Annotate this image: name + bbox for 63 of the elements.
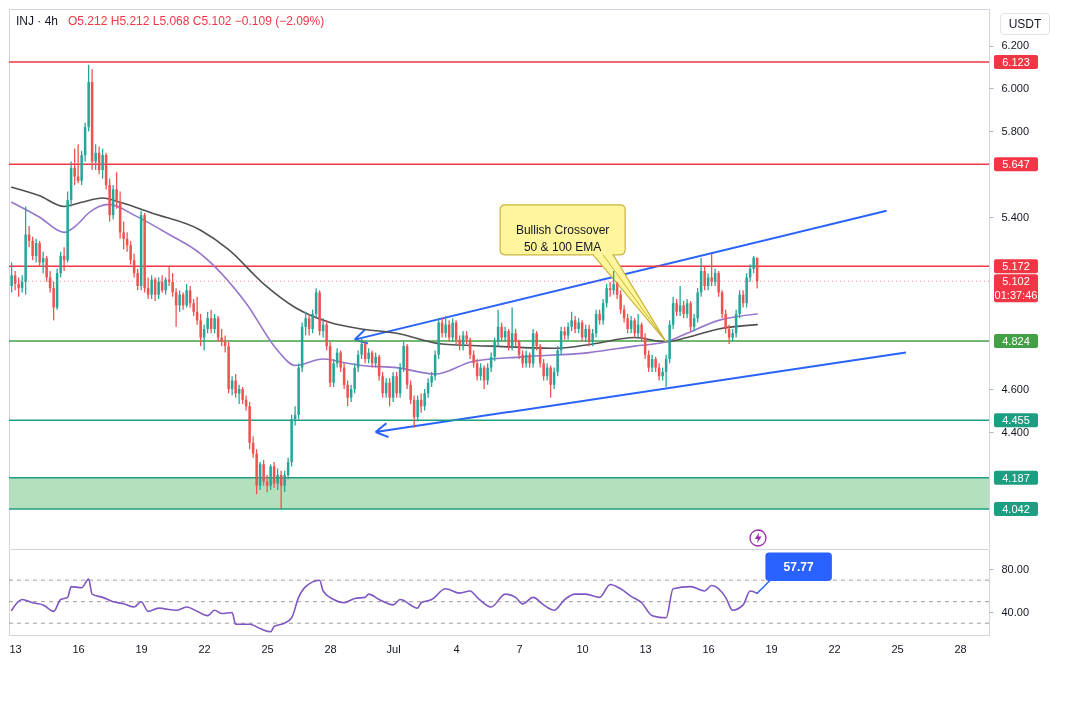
ref-line-label: 4.042 [1002,502,1030,515]
y-axis-title: USDT [1000,13,1050,35]
annotation: 57.77 [783,559,814,574]
x-tick-label: 25 [891,642,904,655]
chart-title: INJ · 4h [16,14,59,28]
candlestick [157,276,160,300]
x-tick-label: 22 [828,642,841,655]
candlestick [269,463,272,491]
ref-line-label: 4.187 [1002,471,1030,484]
y-tick-label: 80.00 [1001,562,1030,575]
y-tick-label: 6.200 [1001,39,1030,52]
candlestick [150,274,153,300]
candlestick [94,143,97,171]
candlestick [38,240,41,268]
x-tick-label: 16 [702,642,715,655]
x-tick-label: 7 [516,642,523,655]
x-tick-label: 16 [72,642,85,655]
ref-line-label: 5.647 [1002,158,1030,171]
candlestick [234,373,237,399]
candlestick [10,261,13,294]
x-tick-label: 28 [324,642,337,655]
chart-subtitle: O5.212 H5.212 L5.068 C5.102 −0.109 (−2.09%) [68,14,325,28]
candlestick [549,364,552,399]
y-tick-label: 40.00 [1001,605,1030,618]
x-tick-label: 10 [576,642,589,655]
x-tick-label: 19 [135,642,148,655]
x-tick-label: Jul [386,642,401,655]
x-tick-label: 28 [954,642,967,655]
x-tick-label: 19 [765,642,778,655]
candlestick [689,300,692,332]
candlestick [444,315,447,339]
candlestick [710,253,713,287]
ref-line-label: 4.824 [1002,334,1030,347]
candlestick [451,317,454,343]
x-tick-label: 13 [9,642,22,655]
y-tick-label: 5.800 [1001,124,1030,137]
y-tick-label: 5.400 [1001,210,1030,223]
x-tick-label: 22 [198,642,211,655]
candlestick [73,147,76,186]
x-tick-label: 25 [261,642,274,655]
candlestick [703,266,706,291]
y-tick-label: 4.600 [1001,382,1030,395]
candlestick [500,321,503,343]
candlestick [178,289,181,313]
candlestick [213,313,216,334]
candlestick [612,270,615,296]
ref-line-label: 6.123 [1002,56,1030,69]
candlestick [276,467,279,491]
candlestick [507,328,510,352]
annotation: Bullish Crossover 50 & 100 EMA [515,222,610,254]
y-tick-label: 4.400 [1001,425,1030,438]
y-tick-label: 6.000 [1001,81,1030,94]
candlestick [633,317,636,339]
candlestick [416,394,419,422]
ref-line-label: 5.172 [1002,260,1030,273]
x-tick-label: 4 [453,642,460,655]
candlestick [76,143,80,184]
candlestick [395,371,398,399]
candlestick [388,377,391,407]
x-tick-label: 13 [639,642,652,655]
ref-line-label: 4.455 [1002,414,1030,427]
candlestick [101,147,104,180]
candlestick [185,283,188,309]
